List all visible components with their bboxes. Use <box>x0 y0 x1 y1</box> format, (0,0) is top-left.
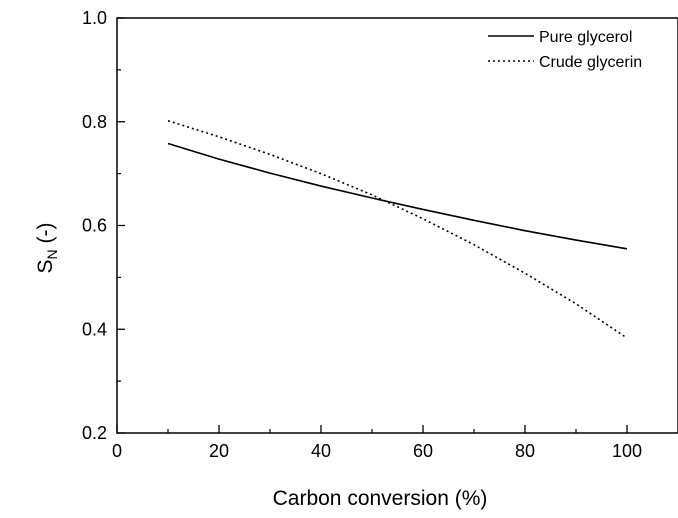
y-tick-label: 0.8 <box>82 112 107 132</box>
series-layer <box>167 119 628 339</box>
plot-frame <box>116 17 678 434</box>
series-line-pure-glycerol <box>167 142 628 250</box>
x-tick-label: 20 <box>209 441 229 461</box>
x-tick-label: 80 <box>515 441 535 461</box>
legend-label-pure-glycerol: Pure glycerol <box>539 29 632 46</box>
axis-ticks: 0 20 40 60 80 100 0.2 0.4 0.6 0.8 1.0 <box>82 8 642 461</box>
y-tick-label: 1.0 <box>82 8 107 28</box>
y-axis-title-suffix: (-) <box>34 223 57 250</box>
x-axis-title: Carbon conversion (%) <box>273 487 488 510</box>
series-line-crude-glycerin <box>167 119 628 339</box>
y-tick-label: 0.2 <box>82 423 107 443</box>
x-tick-label: 40 <box>311 441 331 461</box>
legend-label-crude-glycerin: Crude glycerin <box>539 54 642 71</box>
x-tick-label: 100 <box>612 441 642 461</box>
y-tick-label: 0.4 <box>82 319 107 339</box>
legend: Pure glycerol Crude glycerin <box>488 29 642 71</box>
y-axis-title-subscript: N <box>44 249 60 259</box>
y-tick-label: 0.6 <box>82 216 107 236</box>
y-axis-title: SN (-) <box>34 223 60 274</box>
x-tick-label: 0 <box>112 441 122 461</box>
x-tick-label: 60 <box>413 441 433 461</box>
y-axis-title-main: S <box>34 259 57 273</box>
